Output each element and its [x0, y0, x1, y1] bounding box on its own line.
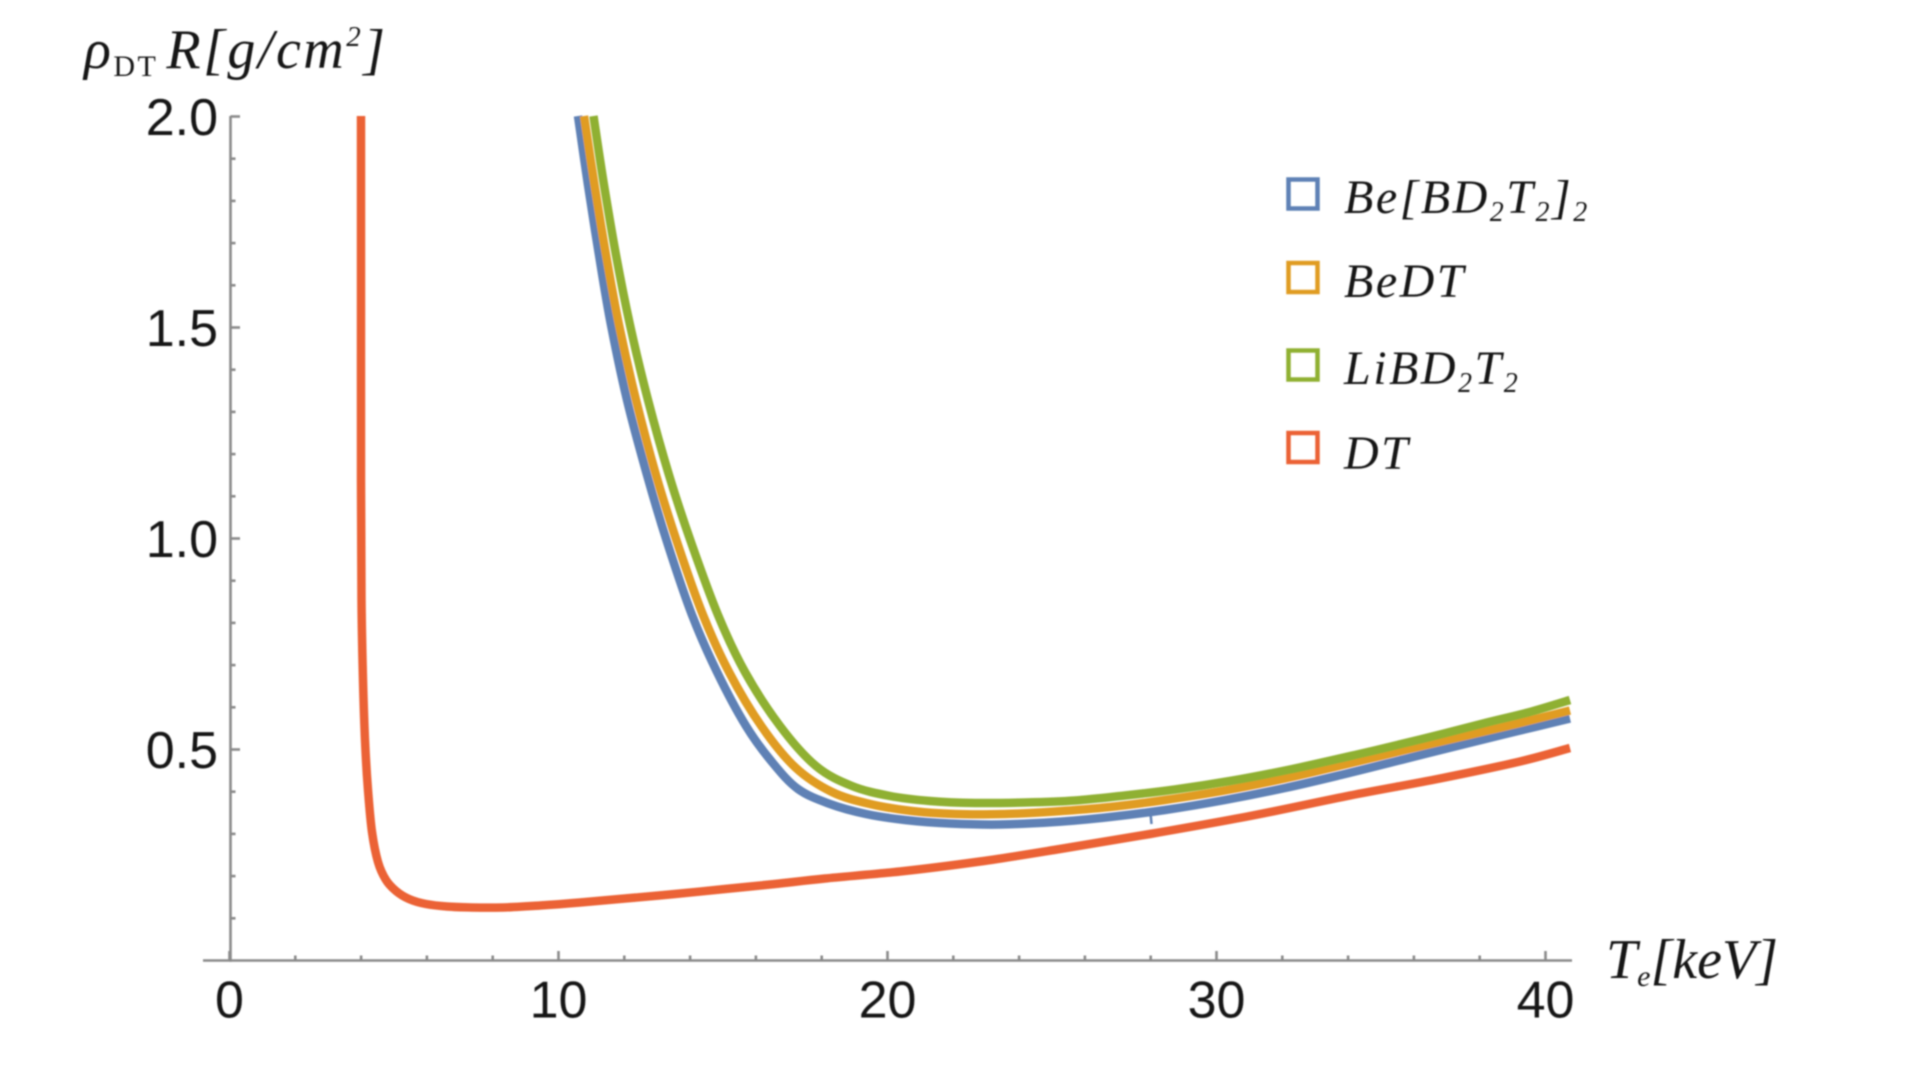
- svg-text:1.5: 1.5: [146, 300, 218, 358]
- svg-text:BeDT: BeDT: [1344, 255, 1467, 308]
- svg-text:30: 30: [1188, 972, 1246, 1030]
- svg-text:0: 0: [215, 972, 244, 1030]
- svg-text:20: 20: [859, 972, 917, 1030]
- svg-text:1.0: 1.0: [146, 511, 218, 569]
- svg-text:10: 10: [530, 972, 588, 1030]
- svg-text:DT: DT: [1343, 427, 1411, 480]
- svg-text:LiBD2T2: LiBD2T2: [1343, 342, 1520, 399]
- svg-text:40: 40: [1517, 972, 1575, 1030]
- svg-text:0.5: 0.5: [146, 722, 218, 780]
- svg-text:Te[keV]: Te[keV]: [1606, 929, 1778, 993]
- svg-text:Be[BD2T2]2: Be[BD2T2]2: [1344, 171, 1590, 228]
- svg-text:2.0: 2.0: [146, 89, 218, 147]
